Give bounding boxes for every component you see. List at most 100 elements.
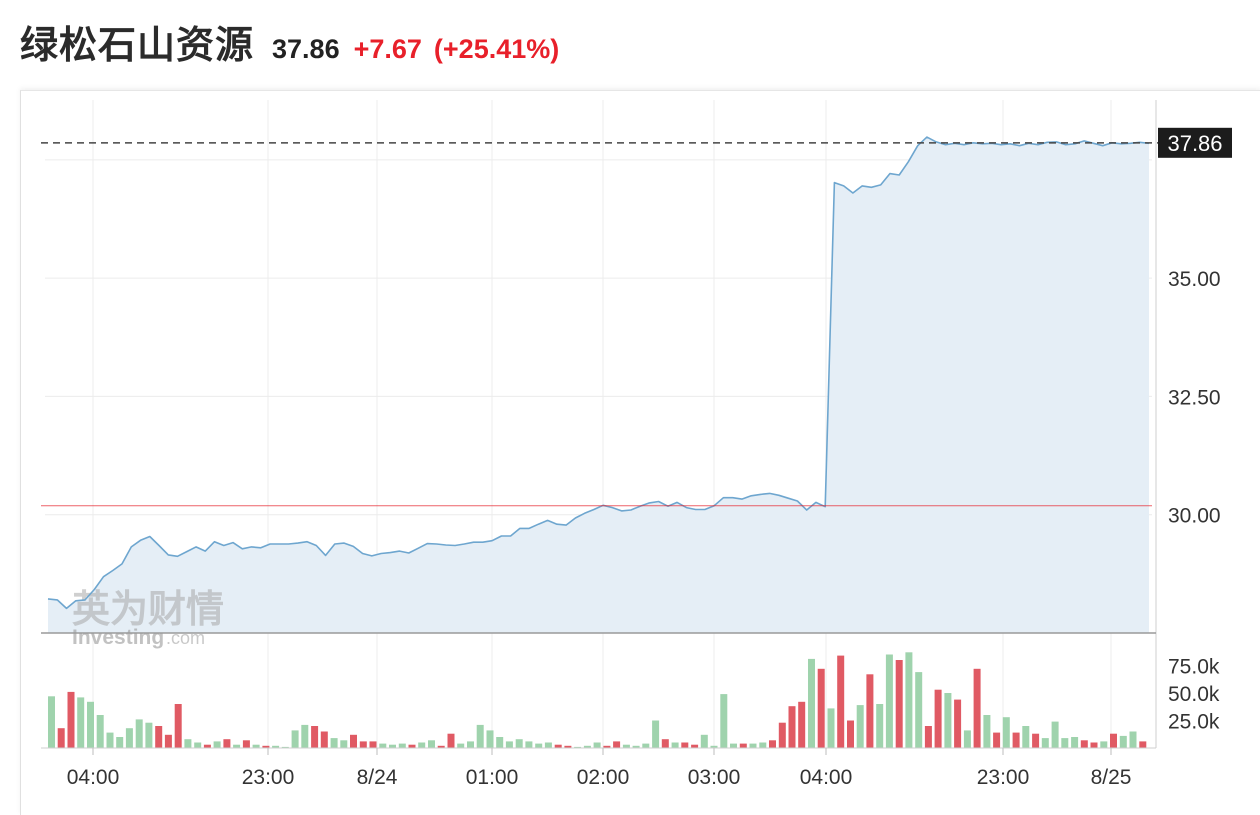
volume-bar <box>223 739 231 748</box>
volume-bar <box>574 746 582 748</box>
time-tick-label: 01:00 <box>466 766 519 789</box>
volume-bar <box>691 744 699 748</box>
time-tick-label: 04:00 <box>800 766 853 789</box>
price-area <box>48 137 1149 633</box>
price-change: +7.67 <box>353 34 422 64</box>
volume-bar <box>593 742 601 748</box>
volume-bar <box>954 699 962 748</box>
volume-bar <box>57 728 65 748</box>
volume-tick-label: 75.0k <box>1168 656 1220 679</box>
volume-bar <box>262 745 270 748</box>
volume-bar <box>1119 735 1127 748</box>
volume-bar <box>661 739 669 748</box>
volume-bar <box>808 658 815 748</box>
volume-bar <box>847 720 854 748</box>
last-price: 37.86 <box>272 34 340 64</box>
volume-bar <box>1071 737 1079 748</box>
volume-bar <box>155 726 163 748</box>
volume-bar <box>418 742 426 748</box>
price-tick-label: 32.50 <box>1168 386 1221 409</box>
volume-bar <box>730 743 737 748</box>
stock-name: 绿松石山资源 <box>20 23 255 67</box>
volume-bar <box>291 730 299 748</box>
last-price-label: 37.86 <box>1158 127 1232 158</box>
volume-bar <box>174 704 182 748</box>
volume-bar <box>603 745 611 748</box>
volume-bar <box>1002 717 1010 748</box>
volume-bar <box>447 733 455 748</box>
time-tick-label: 02:00 <box>577 766 630 789</box>
volume-bar <box>1041 738 1049 748</box>
volume-bar <box>1139 741 1147 748</box>
volume-bar <box>87 701 94 748</box>
volume-bar <box>1061 738 1069 748</box>
volume-bar <box>905 652 913 748</box>
volume-bar <box>164 734 172 748</box>
volume-bar <box>885 654 893 748</box>
volume-bar <box>428 740 435 748</box>
volume-bar <box>544 742 552 748</box>
volume-bar <box>749 743 757 748</box>
volume-bar <box>963 730 971 748</box>
volume-bar <box>788 706 796 748</box>
volume-bar <box>720 694 728 748</box>
volume-bar <box>1090 742 1098 748</box>
volume-bar <box>340 740 348 748</box>
volume-bar <box>856 705 864 748</box>
volume-bar <box>116 737 124 748</box>
volume-axis-labels: 25.0k 50.0k 75.0k <box>1168 656 1220 734</box>
volume-bar <box>973 668 981 748</box>
volume-bar <box>145 722 153 748</box>
volume-bar <box>622 744 630 748</box>
volume-tick-label: 50.0k <box>1168 683 1220 706</box>
time-tick-label: 8/24 <box>357 766 398 789</box>
volume-bar <box>652 720 660 748</box>
price-tick-label: 30.00 <box>1168 505 1221 528</box>
volume-bar <box>457 743 465 748</box>
volume-tick-label: 25.0k <box>1168 711 1220 734</box>
volume-bar <box>233 744 241 748</box>
volume-bar <box>496 737 504 748</box>
time-tick-label: 8/25 <box>1091 766 1132 789</box>
volume-bar <box>359 741 367 748</box>
volume-bar <box>242 740 250 748</box>
volume-bar <box>671 742 679 748</box>
volume-bar <box>1012 732 1020 748</box>
volume-bar <box>798 701 806 748</box>
volume-bar <box>583 745 591 748</box>
volume-bar <box>96 715 104 748</box>
volume-bar <box>1032 733 1040 748</box>
volume-bar <box>467 741 474 748</box>
last-price-label-bg <box>1158 127 1232 158</box>
volume-bars <box>48 652 1147 748</box>
volume-bar <box>710 745 718 748</box>
watermark-com-text: .com <box>166 628 205 648</box>
volume-bar <box>67 691 75 748</box>
volume-bar <box>1110 733 1117 748</box>
volume-bar <box>184 739 192 748</box>
volume-bar <box>837 655 845 748</box>
volume-bar <box>106 732 114 748</box>
time-axis-labels: 04:00 23:00 8/24 01:00 02:00 03:00 04:00 23:00 8… <box>67 766 1132 789</box>
volume-bar <box>535 743 543 748</box>
volume-bar <box>769 740 776 748</box>
time-tick-label: 23:00 <box>242 766 295 789</box>
volume-bar <box>515 739 523 748</box>
volume-bar <box>934 689 942 748</box>
watermark-en-text: Investing <box>72 626 164 649</box>
volume-bar <box>437 745 445 748</box>
volume-bar <box>866 674 874 748</box>
volume-bar <box>1080 740 1088 748</box>
volume-bar <box>389 744 396 748</box>
volume-bar <box>895 660 903 748</box>
volume-bar <box>1100 741 1108 748</box>
volume-bar <box>48 696 55 748</box>
volume-bar <box>125 728 133 748</box>
volume-bar <box>194 742 202 748</box>
volume-bar <box>564 745 572 748</box>
volume-bar <box>330 738 338 748</box>
volume-bar <box>1129 731 1137 748</box>
investing-watermark: 英为财情 Investing .com <box>72 587 224 649</box>
volume-bar <box>924 726 932 748</box>
